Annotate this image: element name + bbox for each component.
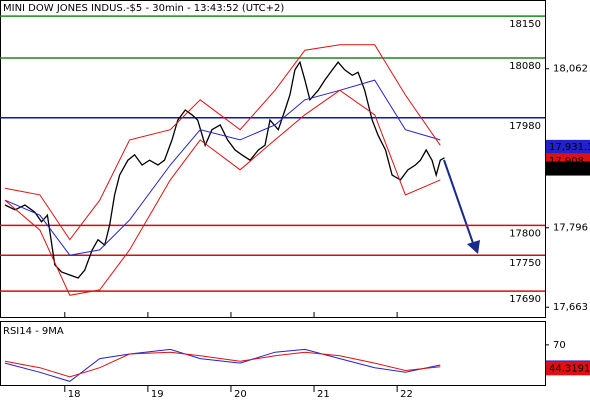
series-line [4,348,441,382]
y-tick-label: 17,663 [553,302,588,313]
x-tick-label: 21 [317,389,330,400]
level-label: 17800 [509,228,541,239]
chart-title: MINI DOW JONES INDUS.-$5 - 30min - 13:43… [3,3,284,14]
rsi-title: RSI14 - 9MA [3,326,64,337]
series-line [4,351,441,378]
x-tick-label: 18 [68,389,81,400]
last-value-box [546,361,590,376]
forecast-arrow [443,159,475,247]
rsi-frame [0,321,546,386]
last-value-label: 44.3191 [549,363,590,374]
level-label: 17750 [509,258,541,269]
last-value-label: 17,908 [549,156,584,167]
x-tick-label: 22 [400,389,413,400]
main-frame [0,0,546,318]
last-value-label: 17,895 [549,164,584,175]
last-value-box [546,139,590,154]
level-label: 17980 [509,121,541,132]
level-label: 17690 [509,294,541,305]
arrow-head [467,240,480,254]
last-value-label: 17,931.3 [549,142,590,153]
last-value-box [546,161,590,176]
series-line [4,89,441,296]
y-tick-label: 17,796 [553,223,588,234]
x-tick-label: 19 [151,389,164,400]
series-line [4,60,445,279]
series-line [4,44,441,241]
y-tick-label: 18,062 [553,64,588,75]
level-label: 18080 [509,61,541,72]
series-line [4,79,441,256]
x-tick-label: 20 [234,389,247,400]
y-tick-label: 70 [553,340,566,351]
level-label: 18150 [509,19,541,30]
